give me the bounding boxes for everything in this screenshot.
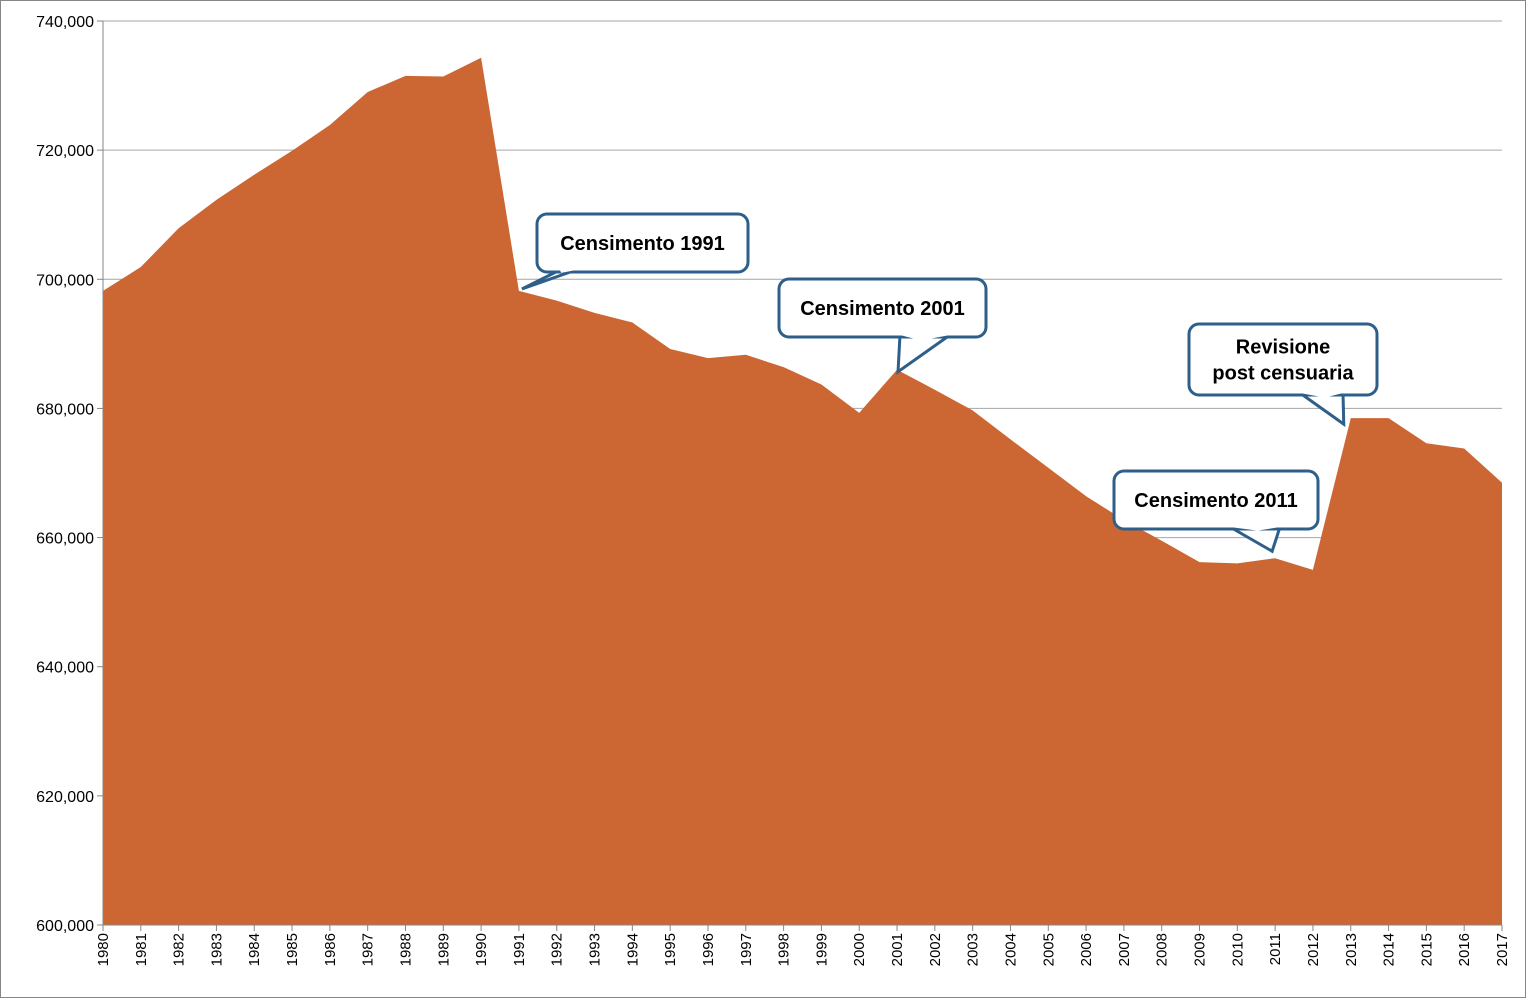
x-tick-label: 1984 [246,933,263,966]
x-axis-tick-labels: 1980 1981 1982 1983 1984 1985 1986 1987 1988 1989… [95,933,1511,966]
x-tick-label: 2014 [1381,933,1398,966]
y-tick-label: 600,000 [36,918,94,935]
callout-label: Revisione [1236,337,1330,359]
callout-2001: Censimento 2001 [777,277,988,375]
x-tick-label: 1999 [813,933,830,966]
x-tick-label: 1994 [624,933,641,966]
x-tick-label: 1986 [322,933,339,966]
callout-2013: Revisione post censuaria [1187,322,1379,428]
x-tick-label: 1980 [95,933,112,966]
x-tick-label: 2007 [1116,933,1133,966]
callout-1991: Censimento 1991 [521,212,750,291]
x-tick-label: 1989 [435,933,452,966]
y-tick-label: 700,000 [36,272,94,289]
axes [97,20,1503,931]
x-tick-label: 2008 [1154,933,1171,966]
y-tick-label: 640,000 [36,660,94,677]
y-tick-label: 680,000 [36,401,94,418]
annotations: Censimento 1991 Censimento 2001 Censimento… [521,212,1379,554]
x-tick-label: 1981 [133,933,150,966]
x-tick-label: 1982 [171,933,188,966]
x-tick-label: 1997 [738,933,755,966]
callout-box [777,277,988,339]
x-tick-label: 2011 [1267,933,1284,965]
x-tick-label: 1990 [473,933,490,966]
x-tick-label: 2016 [1456,933,1473,966]
x-tick-label: 1985 [284,933,301,966]
x-tick-label: 1987 [360,933,377,966]
callout-label: Censimento 2001 [800,298,965,320]
x-tick-label: 1992 [549,933,566,966]
x-tick-label: 2000 [851,933,868,966]
callout-pointer-fill [560,270,576,273]
x-tick-label: 1996 [700,933,717,966]
callout-label: Censimento 1991 [560,233,725,255]
callout-pointer-fill [1230,527,1280,531]
callout-label: post censuaria [1212,363,1354,385]
callout-box [1187,322,1379,397]
x-tick-label: 1991 [511,933,528,966]
x-tick-label: 2010 [1229,933,1246,966]
callout-pointer-fill [900,335,950,341]
x-tick-label: 1983 [208,933,225,966]
x-tick-label: 2013 [1343,933,1360,966]
x-tick-label: 2009 [1192,933,1209,966]
y-tick-label: 720,000 [36,143,94,160]
x-tick-label: 2012 [1305,933,1322,966]
x-tick-label: 2017 [1494,933,1511,966]
callout-box [535,212,750,274]
x-tick-label: 2004 [1002,933,1019,966]
x-tick-label: 2015 [1418,933,1435,966]
x-tick-label: 2002 [927,933,944,966]
x-tick-label: 2006 [1078,933,1095,966]
x-tick-label: 1993 [587,933,604,966]
y-tick-label: 620,000 [36,789,94,806]
callout-2011: Censimento 2011 [1112,469,1320,554]
x-tick-label: 2001 [889,933,906,966]
x-tick-label: 1988 [397,933,414,966]
x-tick-label: 2005 [1040,933,1057,966]
x-tick-label: 1998 [776,933,793,966]
callout-label: Censimento 2011 [1134,490,1297,512]
y-tick-label: 740,000 [36,14,94,31]
x-tick-label: 1995 [662,933,679,966]
y-axis-tick-labels: 600,000 620,000 640,000 660,000 680,000 700,0… [36,14,94,935]
callout-pointer-fill [1300,393,1343,398]
x-tick-label: 2003 [965,933,982,966]
callout-box [1112,469,1320,531]
area-series [103,57,1502,926]
y-tick-label: 660,000 [36,531,94,548]
area-series-population [103,57,1502,926]
